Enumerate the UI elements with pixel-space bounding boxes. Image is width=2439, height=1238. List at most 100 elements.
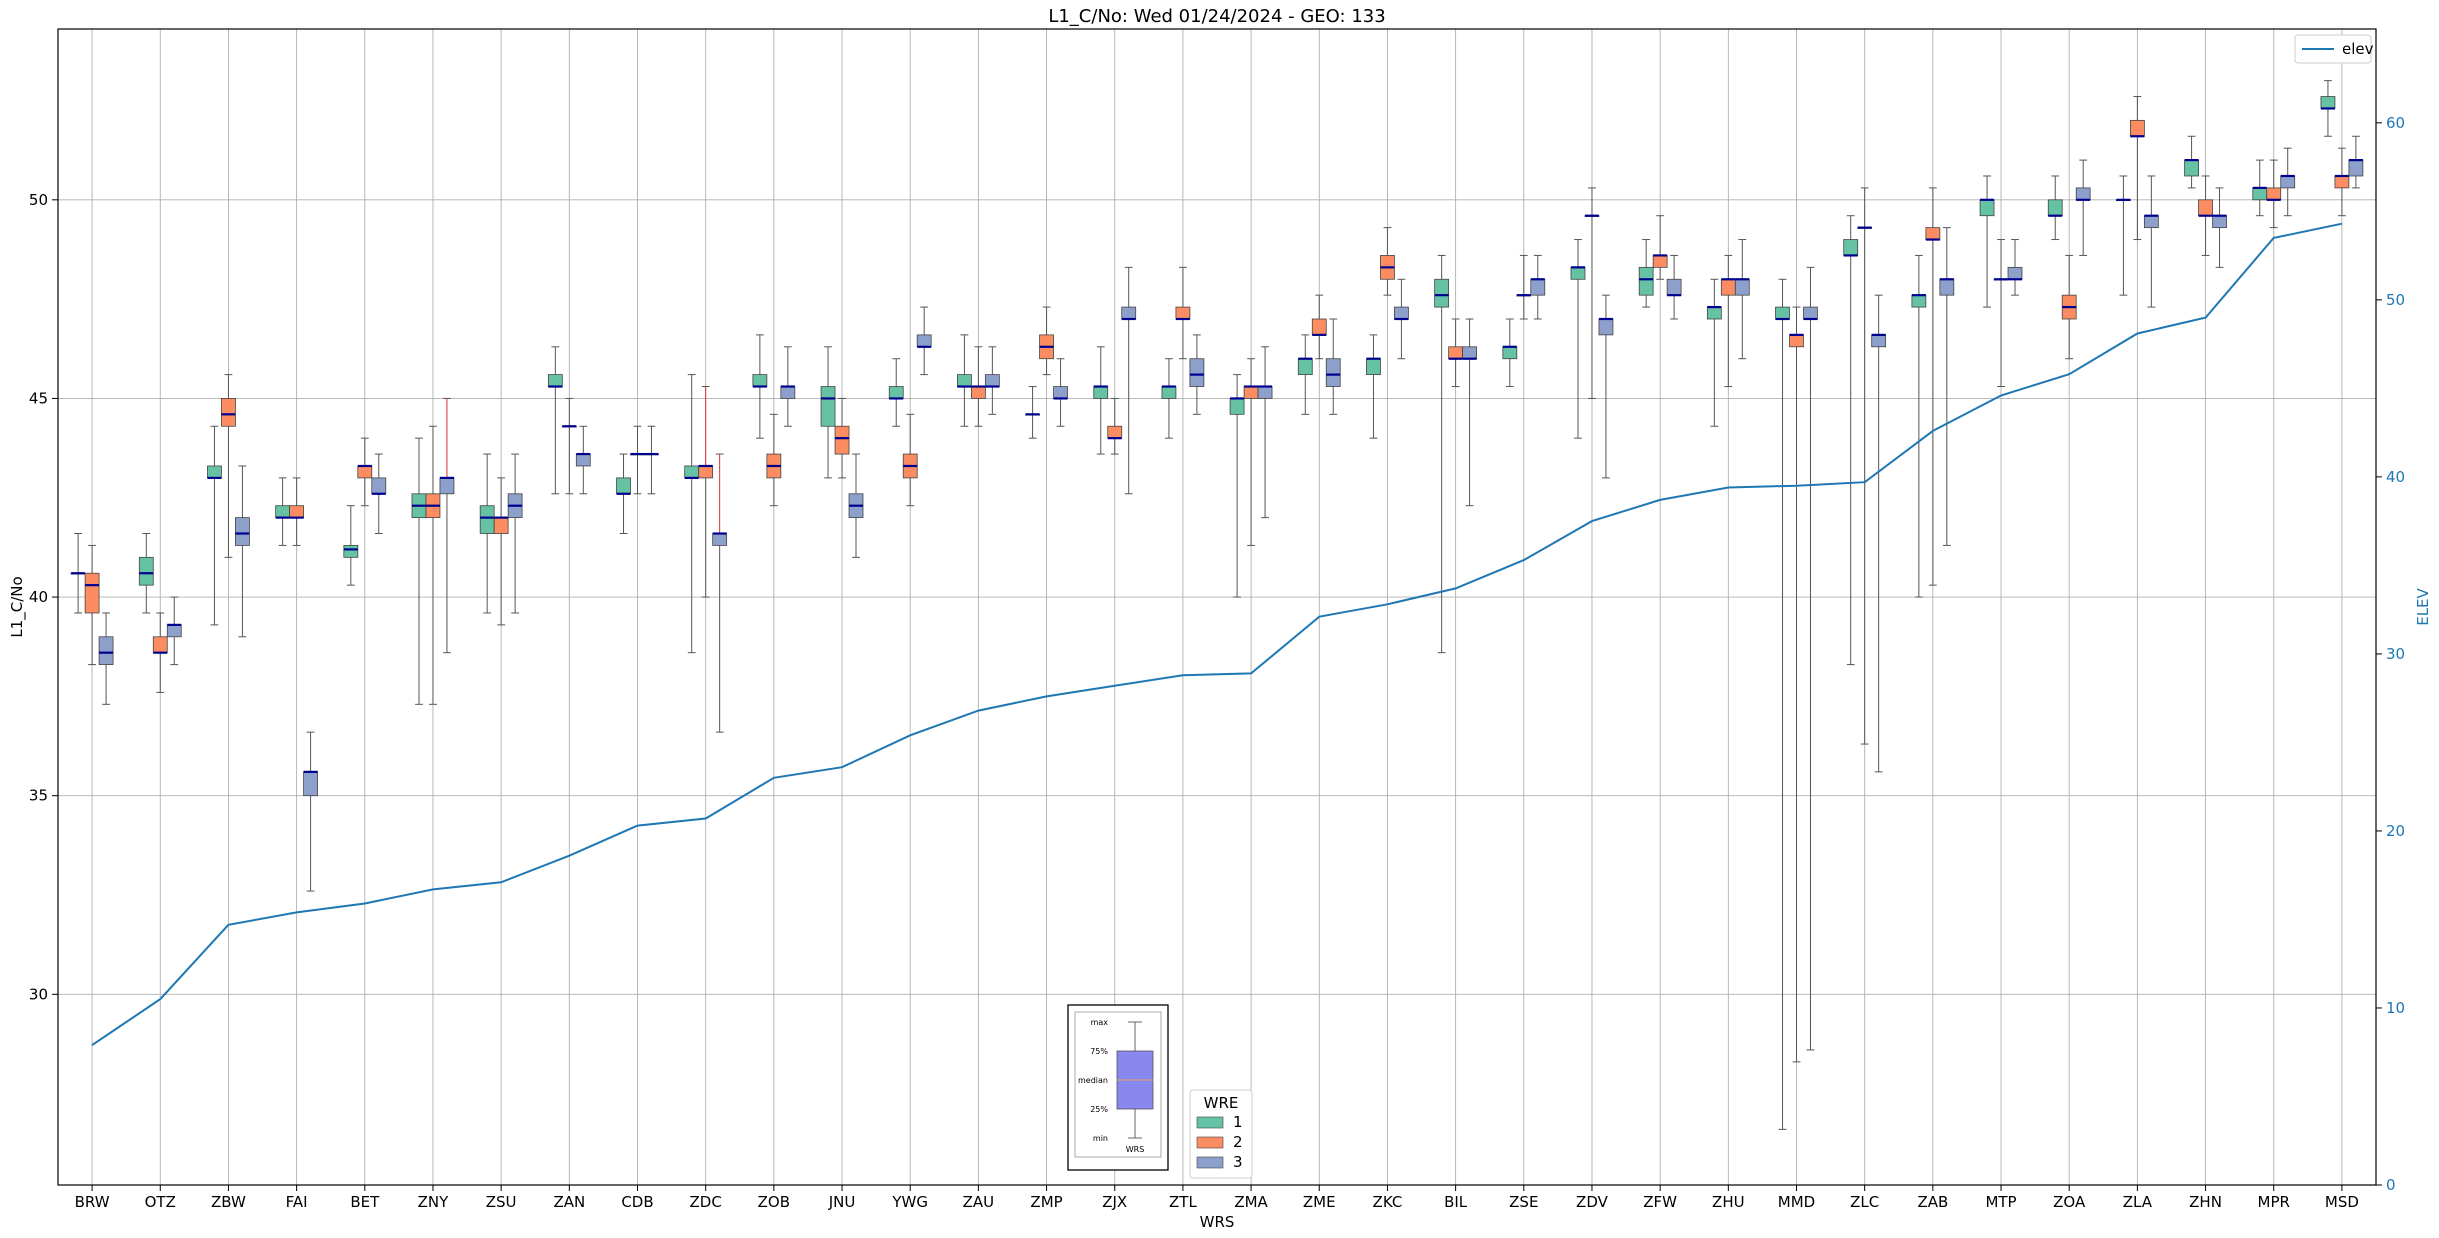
grid-lines [58,29,2376,1185]
box-zme-wre-3 [1325,318,1341,415]
box-otz-wre-3 [166,596,182,666]
box-zbw-wre-2 [221,374,236,558]
box-zkc-wre-3 [1394,278,1409,360]
box-key-inset: max 75% median 25% min WRS [1067,1004,1169,1171]
box-fai-wre-2-iqr [289,505,305,519]
box-fai-wre-1-iqr [275,505,291,519]
box-zny-wre-1 [411,437,427,705]
box-zfw-wre-3 [1666,254,1682,320]
box-bil-wre-1 [1434,254,1450,654]
box-zlc-wre-1-iqr [1843,239,1859,256]
x-tick-label-zma: ZMA [1234,1193,1268,1211]
x-tick-label-brw: BRW [75,1193,110,1211]
x-tick-label-zdc: ZDC [690,1193,722,1211]
box-bet-wre-3-iqr [371,477,387,495]
box-ztl-wre-3 [1189,334,1205,415]
box-zob-wre-1-iqr [752,374,768,387]
box-zmp-wre-3-iqr [1053,386,1068,399]
y2-tick-label-0: 0 [2386,1176,2396,1194]
box-zkc-wre-1 [1366,334,1381,439]
box-cdb-wre-1-iqr [616,477,631,495]
box-mmd-wre-2-iqr [1789,334,1804,348]
y2-tick-label-40: 40 [2386,468,2405,486]
y2-axis-label: ELEV [2414,587,2432,625]
box-brw-wre-3-iqr [98,636,114,666]
box-zau-wre-2 [970,346,986,427]
box-zbw-wre-3 [235,465,250,638]
box-zhn-wre-3 [2212,187,2227,268]
box-mpr-wre-1-iqr [2252,187,2268,201]
x-tick-label-zoa: ZOA [2053,1193,2086,1211]
box-zjx-wre-2 [1107,397,1123,455]
y2-tick-label-10: 10 [2386,999,2405,1017]
box-legend-swatch-2 [1196,1136,1224,1149]
box-zjx-wre-3 [1121,266,1137,495]
box-cdb-wre-1 [616,453,631,535]
box-legend-label-1: 1 [1233,1113,1243,1131]
box-zla-wre-1 [2116,175,2131,296]
box-zkc-wre-1-iqr [1366,358,1381,376]
box-ywg-wre-2 [902,413,918,507]
box-zau-wre-1 [957,334,972,427]
box-ztl-wre-2 [1175,266,1191,360]
box-zbw-wre-1 [207,425,222,626]
chart-title: L1_C/No: Wed 01/24/2024 - GEO: 133 [1048,6,1385,27]
box-mpr-wre-3 [2280,147,2296,217]
box-msd-wre-1 [2320,80,2336,137]
y2-tick-label-30: 30 [2386,645,2405,663]
box-mpr-wre-1 [2252,159,2268,217]
key-inset-caption: WRS [1126,1145,1145,1154]
box-zfw-wre-2-iqr [1652,255,1668,268]
box-jnu-wre-2 [834,397,850,479]
box-zan-wre-1-iqr [547,374,563,387]
box-zdv-wre-1-iqr [1570,266,1586,280]
box-cdb-wre-3 [644,425,659,495]
box-bet-wre-2 [357,437,373,507]
box-zkc-wre-2 [1380,227,1395,296]
box-bil-wre-3 [1462,318,1477,507]
box-ztl-wre-3-iqr [1189,358,1205,387]
elev-line-layer [91,222,2343,1046]
box-zny-wre-2 [425,425,441,705]
x-tick-label-zfw: ZFW [1643,1193,1677,1211]
box-zhu-wre-3-iqr [1734,278,1750,296]
box-bil-wre-1-iqr [1434,278,1450,308]
x-tick-label-bet: BET [350,1193,380,1211]
box-zhu-wre-1 [1706,278,1722,427]
box-legend-swatch-1 [1196,1116,1224,1129]
box-mmd-wre-3 [1803,266,1818,1051]
box-ztl-wre-2-iqr [1175,306,1191,320]
box-ztl-wre-1-iqr [1161,386,1177,399]
box-mpr-wre-2-iqr [2266,187,2282,201]
box-zbw-wre-2-iqr [221,398,236,427]
box-zdc-wre-3 [712,453,728,733]
box-fai-wre-2 [289,477,305,546]
key-inset-inner-frame [1074,1011,1162,1158]
box-mmd-wre-2 [1789,306,1804,1063]
box-zla-wre-2 [2129,96,2145,241]
box-zla-wre-3-iqr [2143,215,2159,229]
box-zmp-wre-2 [1039,306,1054,376]
box-zhn-wre-3-iqr [2212,215,2227,229]
box-zan-wre-3 [575,425,591,495]
box-bet-wre-2-iqr [357,465,373,479]
box-mtp-wre-1-iqr [1979,199,1995,217]
box-zoa-wre-1-iqr [2047,199,2063,217]
box-zhu-wre-2-iqr [1720,278,1736,296]
box-zsu-wre-2 [493,477,509,626]
x-tick-label-zan: ZAN [553,1193,585,1211]
box-ywg-wre-3-iqr [916,334,932,348]
box-zjx-wre-1 [1093,346,1109,455]
x-tick-label-zab: ZAB [1917,1193,1948,1211]
box-zmp-wre-3 [1053,358,1068,427]
box-zan-wre-2 [561,397,577,495]
x-tick-label-otz: OTZ [145,1193,176,1211]
box-mtp-wre-3-iqr [2007,266,2023,280]
y-tick-label-50: 50 [29,191,48,209]
x-tick-label-zob: ZOB [758,1193,790,1211]
box-zfw-wre-2 [1652,215,1668,280]
box-ywg-wre-1 [888,358,904,427]
y-axis-label: L1_C/No [8,576,27,637]
line-legend-label: elev [2342,40,2374,58]
box-zkc-wre-3-iqr [1394,306,1409,320]
